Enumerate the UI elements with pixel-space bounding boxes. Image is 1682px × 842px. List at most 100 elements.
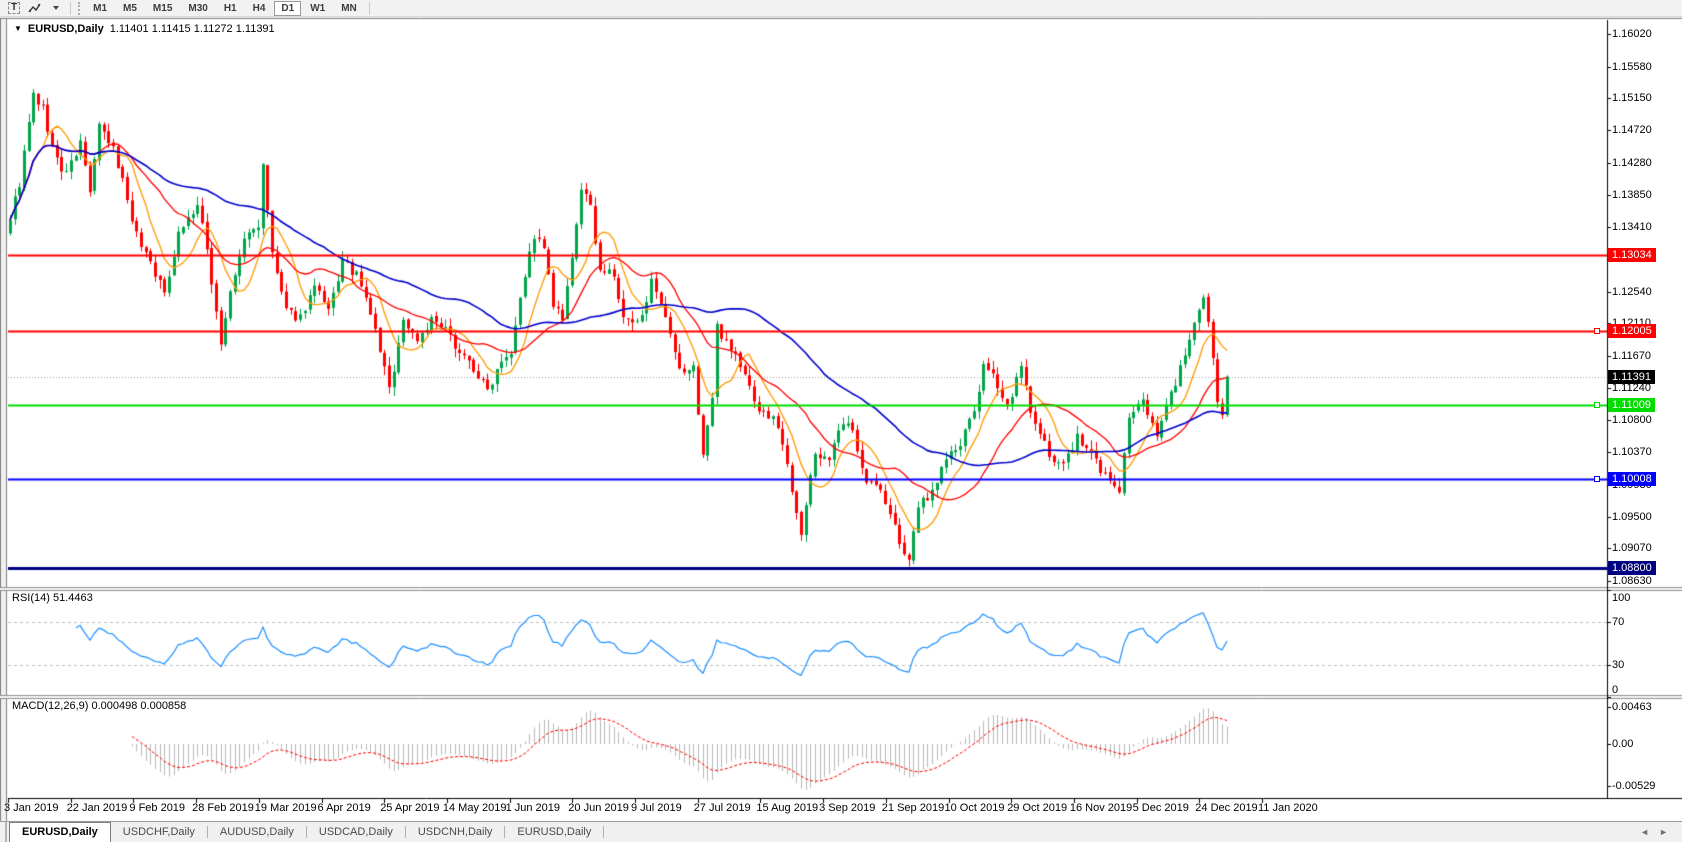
- timeframe-m5[interactable]: M5: [116, 1, 144, 16]
- price-axis-tick: 1.15580: [1612, 60, 1652, 73]
- price-axis-tick: 1.11240: [1612, 381, 1651, 394]
- chart-tab-4[interactable]: USDCNH,Daily: [417, 826, 493, 838]
- hline-handle[interactable]: [1594, 401, 1600, 408]
- chart-tab-5[interactable]: EURUSD,Daily: [517, 826, 592, 838]
- panel-splitter-rsi[interactable]: [0, 586, 1682, 591]
- price-axis-tick: 1.10800: [1612, 414, 1652, 427]
- date-axis-tick: 21 Sep 2019: [881, 802, 945, 814]
- hline-price-flag: 1.08800: [1608, 561, 1656, 576]
- hline-price-flag: 1.10008: [1608, 471, 1656, 486]
- date-axis-tick: 20 Jun 2019: [568, 802, 629, 814]
- hline-handle[interactable]: [1594, 475, 1600, 482]
- date-axis-tick: 24 Dec 2019: [1195, 802, 1258, 814]
- toolbar-separator: [368, 1, 370, 15]
- timeframe-h1[interactable]: H1: [217, 1, 244, 16]
- price-axis-tick: 1.15150: [1612, 92, 1652, 105]
- price-axis-tick: 1.09070: [1612, 542, 1652, 555]
- date-axis-tick: 3 Sep 2019: [819, 802, 876, 814]
- price-axis-tick: 1.10370: [1612, 446, 1652, 459]
- tab-separator: [603, 826, 605, 838]
- hline-price-flag: 1.13034: [1608, 247, 1656, 262]
- macd-label: MACD(12,26,9) 0.000498 0.000858: [12, 700, 187, 712]
- price-axis-tick: 1.12540: [1612, 285, 1652, 298]
- date-axis-tick: 14 May 2019: [442, 802, 507, 814]
- chart-tabs: EURUSD,Daily USDCHF,Daily AUDUSD,Daily USDC…: [9, 822, 605, 842]
- tab-scroll-right-icon[interactable]: ►: [1659, 827, 1668, 837]
- timeframe-m15[interactable]: M15: [146, 1, 179, 16]
- macd-axis-tick: -0.00529: [1612, 780, 1656, 793]
- rsi-axis-tick: 70: [1612, 616, 1625, 629]
- tab-separator: [305, 826, 307, 838]
- date-axis-tick: 3 Jan 2019: [4, 802, 59, 814]
- timeframe-mn[interactable]: MN: [334, 1, 364, 16]
- date-axis-tick: 9 Jul 2019: [631, 802, 682, 814]
- timeframe-w1[interactable]: W1: [303, 1, 332, 16]
- price-axis-tick: 1.14280: [1612, 156, 1652, 169]
- current-price-flag: 1.11391: [1608, 369, 1655, 384]
- date-axis-tick: 29 Oct 2019: [1007, 802, 1068, 814]
- chart-title: ▼ EURUSD,Daily 1.11401 1.11415 1.11272 1…: [14, 23, 275, 35]
- chart-tab-2[interactable]: AUDUSD,Daily: [219, 826, 294, 838]
- timeframe-d1[interactable]: D1: [274, 0, 302, 16]
- date-axis-tick: 19 Mar 2019: [254, 802, 317, 814]
- date-axis-tick: 5 Dec 2019: [1132, 802, 1189, 814]
- timeframe-h4[interactable]: H4: [246, 1, 273, 16]
- panel-splitter-macd[interactable]: [0, 694, 1682, 699]
- cursor-tool-icon: [28, 3, 41, 13]
- tab-separator: [206, 826, 208, 838]
- tab-scroll-left-icon[interactable]: ◄: [1640, 827, 1650, 837]
- tab-separator: [504, 826, 506, 838]
- price-axis-tick: 1.14720: [1612, 124, 1652, 137]
- time-axis[interactable]: [8, 799, 1607, 819]
- date-axis-tick: 1 Jun 2019: [505, 802, 561, 814]
- hline-handle[interactable]: [1594, 328, 1600, 335]
- tab-separator: [404, 826, 406, 838]
- date-axis-tick: 22 Jan 2019: [66, 802, 128, 814]
- chart-tab-1[interactable]: USDCHF,Daily: [122, 826, 195, 838]
- price-axis-tick: 1.13410: [1612, 221, 1652, 234]
- text-tool-icon: T: [8, 2, 21, 14]
- chart-symbol-label: EURUSD,Daily: [27, 23, 104, 35]
- macd-axis-tick: 0.00463: [1612, 701, 1652, 713]
- toolbar-grip[interactable]: [78, 1, 82, 15]
- rsi-axis-tick: 0: [1612, 684, 1619, 696]
- price-axis-tick: 1.08630: [1612, 574, 1652, 587]
- date-axis-tick: 6 Apr 2019: [317, 802, 371, 814]
- chart-context-icon[interactable]: ▼: [14, 23, 22, 33]
- text-tool-button[interactable]: T: [5, 1, 23, 16]
- price-axis-tick: 1.16020: [1612, 27, 1652, 40]
- timeframe-m30[interactable]: M30: [181, 1, 214, 16]
- date-axis-tick: 11 Jan 2020: [1258, 802, 1318, 814]
- hline-price-flag: 1.11009: [1608, 397, 1655, 412]
- date-axis-tick: 25 Apr 2019: [380, 802, 440, 814]
- macd-axis-tick: 0.00: [1612, 738, 1634, 750]
- cursor-tool-button[interactable]: [25, 1, 45, 16]
- chevron-down-icon: [53, 6, 60, 10]
- cursor-tool-dropdown[interactable]: [47, 1, 65, 16]
- price-axis[interactable]: [1608, 20, 1682, 798]
- chart-tab-0[interactable]: EURUSD,Daily: [9, 822, 111, 842]
- chart-tab-3[interactable]: USDCAD,Daily: [318, 826, 393, 838]
- date-axis-tick: 15 Aug 2019: [756, 802, 819, 814]
- price-axis-tick: 1.11670: [1612, 349, 1651, 362]
- date-axis-tick: 9 Feb 2019: [129, 802, 186, 814]
- tabbar-grip: [0, 822, 7, 842]
- chart-tab-bar: EURUSD,Daily USDCHF,Daily AUDUSD,Daily USDC…: [0, 821, 1682, 842]
- rsi-label: RSI(14) 51.4463: [12, 592, 93, 604]
- tab-scroll-arrows: ◄ ►: [1640, 822, 1668, 842]
- date-axis-tick: 27 Jul 2019: [693, 802, 751, 814]
- rsi-axis-tick: 100: [1612, 592, 1631, 604]
- date-axis-tick: 16 Nov 2019: [1069, 802, 1133, 814]
- toolbar: T M1 M5 M15 M30 H1 H4 D1 W1 MN: [0, 0, 1682, 17]
- price-axis-tick: 1.13850: [1612, 188, 1652, 201]
- date-axis-tick: 10 Oct 2019: [944, 802, 1005, 814]
- price-axis-tick: 1.09500: [1612, 510, 1652, 523]
- chart-ohlc-quote: 1.11401 1.11415 1.11272 1.11391: [109, 23, 275, 35]
- rsi-axis-tick: 30: [1612, 658, 1625, 671]
- timeframe-group: M1 M5 M15 M30 H1 H4 D1 W1 MN: [85, 0, 365, 16]
- timeframe-m1[interactable]: M1: [86, 1, 114, 16]
- date-axis-tick: 28 Feb 2019: [192, 802, 254, 814]
- toolbar-separator: [70, 1, 72, 15]
